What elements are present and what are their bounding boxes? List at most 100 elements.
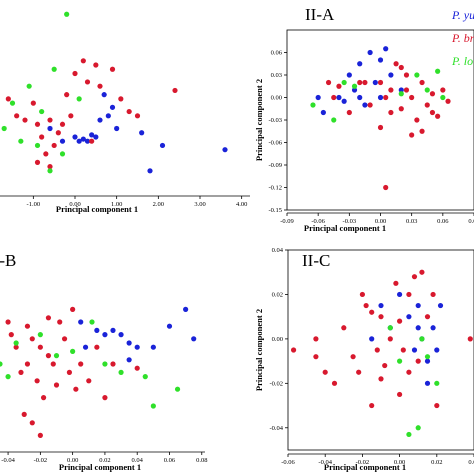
data-point-red xyxy=(415,358,421,364)
data-point-red xyxy=(70,306,76,312)
data-point-blue xyxy=(383,46,389,52)
data-point-red xyxy=(68,113,74,119)
x-tick-label: 0.03 xyxy=(406,218,417,225)
data-point-blue xyxy=(424,380,431,386)
data-point-green xyxy=(351,83,358,89)
data-point-blue xyxy=(59,138,66,144)
data-point-blue xyxy=(372,79,378,86)
data-point-red xyxy=(290,347,297,353)
data-point-red xyxy=(53,382,60,388)
data-point-red xyxy=(43,151,49,157)
data-point-red xyxy=(406,291,412,298)
data-point-blue xyxy=(82,344,89,350)
data-point-green xyxy=(51,66,57,72)
data-point-blue xyxy=(388,72,394,78)
data-point-red xyxy=(406,369,412,375)
data-point-blue xyxy=(415,302,421,309)
data-point-blue xyxy=(105,113,111,119)
data-point-blue xyxy=(357,94,363,101)
data-point-red xyxy=(369,402,375,409)
x-tick-label: -1.00 xyxy=(27,201,41,208)
data-point-red xyxy=(126,108,132,115)
data-point-red xyxy=(34,378,40,384)
data-point-green xyxy=(174,386,181,392)
data-point-blue xyxy=(406,314,412,320)
x-tick-label: 0.09 xyxy=(468,218,474,225)
x-tick-label: -0.06 xyxy=(311,218,325,225)
data-point-green xyxy=(434,380,440,386)
data-point-green xyxy=(118,369,124,375)
data-point-red xyxy=(29,420,35,426)
data-point-red xyxy=(45,315,52,321)
legend-entry: P. yu xyxy=(451,8,474,22)
panel-II-A-frame xyxy=(286,29,474,211)
y-tick-label: 0.02 xyxy=(272,292,283,299)
data-point-green xyxy=(34,142,41,149)
data-point-green xyxy=(102,361,108,367)
data-point-green xyxy=(64,11,70,17)
data-point-red xyxy=(403,72,410,78)
data-point-red xyxy=(377,124,384,131)
data-point-blue xyxy=(362,102,368,108)
data-point-red xyxy=(118,96,124,102)
data-point-red xyxy=(383,94,389,101)
data-point-red xyxy=(383,184,389,191)
y-tick-label: -0.06 xyxy=(268,140,282,147)
data-point-red xyxy=(172,87,178,94)
panel-II-C-xlabel: Principal component 1 xyxy=(324,462,406,472)
panel-II-C-label: II-C xyxy=(302,251,330,270)
data-point-blue xyxy=(118,332,124,338)
data-point-green xyxy=(142,374,148,380)
data-point-blue xyxy=(320,109,326,116)
data-point-blue xyxy=(147,168,153,174)
data-point-red xyxy=(59,121,66,127)
y-tick-label: 0.03 xyxy=(271,72,282,79)
data-point-blue xyxy=(315,94,321,101)
data-point-red xyxy=(429,91,436,97)
data-point-blue xyxy=(430,325,436,331)
data-point-red xyxy=(429,109,436,116)
panel-II-A-ylabel: Principal component 2 xyxy=(254,79,264,161)
x-tick-label: -0.06 xyxy=(281,459,295,466)
y-tick-label: -0.15 xyxy=(268,207,282,214)
data-point-red xyxy=(5,96,11,102)
data-point-red xyxy=(445,98,451,104)
data-point-green xyxy=(9,100,16,106)
data-point-red xyxy=(30,100,36,106)
legend-entry: P. br xyxy=(451,31,474,45)
x-tick-label: -0.04 xyxy=(318,459,332,466)
x-tick-label: -0.09 xyxy=(280,218,294,225)
x-tick-label: -0.02 xyxy=(356,459,370,466)
y-tick-label: 0.00 xyxy=(271,95,282,102)
data-point-red xyxy=(78,361,84,367)
data-point-red xyxy=(37,344,43,350)
data-point-red xyxy=(134,365,140,371)
data-point-green xyxy=(18,138,24,144)
data-point-blue xyxy=(159,142,166,149)
data-point-red xyxy=(382,362,388,369)
data-point-green xyxy=(37,332,43,338)
data-point-blue xyxy=(126,340,132,346)
data-point-blue xyxy=(377,57,384,63)
x-tick-label: 3.00 xyxy=(194,201,205,208)
data-point-red xyxy=(336,83,342,89)
data-point-red xyxy=(369,309,375,315)
data-point-green xyxy=(26,83,32,89)
data-point-blue xyxy=(336,94,342,101)
data-point-blue xyxy=(89,132,95,138)
data-point-red xyxy=(393,280,399,286)
x-tick-label: -0.02 xyxy=(34,457,48,464)
data-point-red xyxy=(403,87,410,93)
data-point-red xyxy=(374,347,380,353)
data-point-green xyxy=(59,151,66,157)
data-point-red xyxy=(400,347,406,353)
data-point-blue xyxy=(47,125,53,132)
data-point-blue xyxy=(378,302,384,309)
legend: P. yu P. br P. lo xyxy=(451,8,474,68)
data-point-red xyxy=(72,70,78,77)
data-point-red xyxy=(362,79,368,86)
data-point-blue xyxy=(110,327,116,333)
data-point-red xyxy=(47,164,53,170)
data-point-blue xyxy=(97,117,103,123)
y-tick-label: 0.00 xyxy=(272,336,283,343)
